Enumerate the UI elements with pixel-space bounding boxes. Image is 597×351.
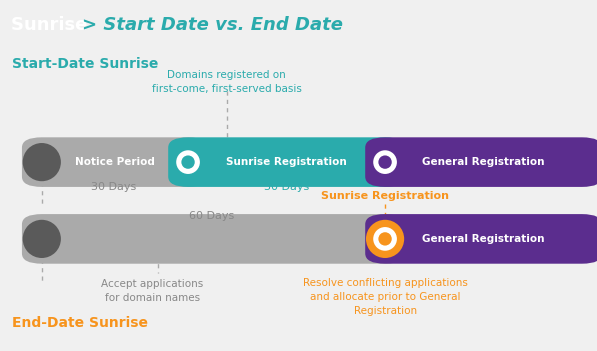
Ellipse shape — [23, 220, 61, 258]
Ellipse shape — [373, 150, 397, 174]
Text: 60 Days: 60 Days — [189, 211, 235, 221]
Text: General Registration: General Registration — [422, 234, 545, 244]
Ellipse shape — [176, 150, 200, 174]
Text: Accept applications
for domain names: Accept applications for domain names — [101, 279, 204, 303]
Text: > Start Date vs. End Date: > Start Date vs. End Date — [82, 16, 343, 34]
Text: 30 Days: 30 Days — [91, 182, 136, 192]
Text: General Registration: General Registration — [422, 157, 545, 167]
Text: Sunrise: Sunrise — [11, 16, 93, 34]
Text: End-Date Sunrise: End-Date Sunrise — [12, 316, 148, 330]
Ellipse shape — [373, 227, 397, 251]
FancyBboxPatch shape — [365, 214, 597, 264]
Text: Start-Date Sunrise: Start-Date Sunrise — [12, 57, 158, 71]
Ellipse shape — [23, 143, 61, 181]
FancyBboxPatch shape — [168, 137, 405, 187]
Text: Resolve conflicting applications
and allocate prior to General
Registration: Resolve conflicting applications and all… — [303, 278, 467, 316]
FancyBboxPatch shape — [22, 137, 208, 187]
Ellipse shape — [169, 143, 207, 181]
Ellipse shape — [378, 155, 392, 169]
Text: 30 Days: 30 Days — [264, 182, 309, 192]
Text: Domains registered on
first-come, first-served basis: Domains registered on first-come, first-… — [152, 70, 302, 94]
Ellipse shape — [366, 220, 404, 258]
FancyBboxPatch shape — [22, 214, 405, 264]
Ellipse shape — [366, 143, 404, 181]
FancyBboxPatch shape — [365, 137, 597, 187]
Ellipse shape — [181, 155, 195, 169]
Text: Sunrise Registration: Sunrise Registration — [226, 157, 347, 167]
Text: Notice Period: Notice Period — [75, 157, 155, 167]
Text: Sunrise Registration: Sunrise Registration — [321, 191, 449, 201]
Ellipse shape — [378, 232, 392, 246]
